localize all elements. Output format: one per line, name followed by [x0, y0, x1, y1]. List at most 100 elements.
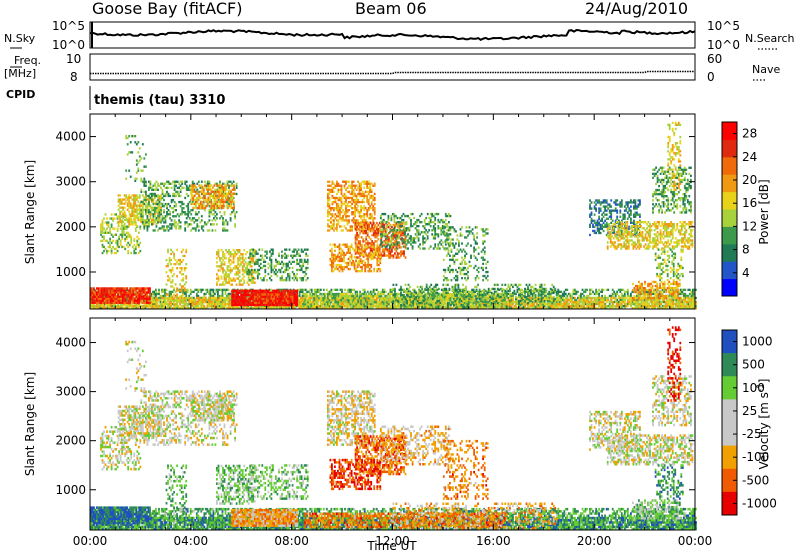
power-cell	[179, 303, 181, 305]
power-cell	[255, 302, 257, 304]
power-cell	[314, 291, 316, 293]
power-cell	[160, 305, 162, 307]
power-cell	[289, 290, 291, 292]
power-cell	[264, 300, 266, 302]
power-cell	[557, 297, 559, 299]
power-cell	[653, 305, 655, 307]
power-cell	[193, 297, 195, 299]
power-cell	[140, 300, 142, 302]
power-cell	[598, 293, 600, 295]
power-cell	[149, 291, 151, 293]
power-cell	[149, 287, 151, 289]
power-cell	[175, 305, 177, 307]
power-cell	[95, 289, 97, 291]
power-cell	[689, 289, 691, 291]
power-cell	[214, 293, 216, 295]
power-cell	[630, 301, 632, 303]
power-cell	[545, 291, 547, 293]
power-cell	[289, 293, 291, 295]
power-cell	[158, 289, 160, 291]
power-cell	[96, 291, 98, 293]
power-cell	[550, 295, 552, 297]
power-cell	[96, 298, 98, 300]
power-cell	[557, 301, 559, 303]
power-cell	[627, 289, 629, 291]
power-cell	[205, 293, 207, 295]
noise-right-tick-top: 10^5	[707, 19, 740, 33]
power-cell	[324, 301, 326, 303]
power-cell	[686, 305, 688, 307]
power-cell	[152, 297, 154, 299]
power-cell	[689, 299, 691, 301]
power-cell	[143, 291, 145, 293]
power-cell	[134, 298, 136, 300]
power-cell	[225, 291, 227, 293]
power-cell	[607, 297, 609, 299]
power-cell	[348, 305, 350, 307]
power-cell	[96, 305, 98, 307]
power-cell	[353, 305, 355, 307]
power-cell	[641, 303, 643, 305]
power-cell	[252, 304, 254, 306]
power-cell	[155, 293, 157, 295]
power-cell	[289, 304, 291, 306]
power-cell	[319, 293, 321, 295]
power-cell	[479, 289, 481, 291]
power-cell	[164, 303, 166, 305]
power-cell	[213, 301, 215, 303]
power-cell	[560, 299, 562, 301]
power-cell	[240, 292, 242, 294]
power-cell	[205, 289, 207, 291]
power-cell	[591, 289, 593, 291]
power-cell	[107, 302, 109, 304]
power-cell	[506, 301, 508, 303]
power-cell	[341, 289, 343, 291]
power-cell	[145, 289, 147, 291]
power-cell	[318, 305, 320, 307]
power-cell	[359, 293, 361, 295]
power-cell	[582, 289, 584, 291]
power-cell	[368, 303, 370, 305]
power-cell	[213, 291, 215, 293]
power-cell	[586, 289, 588, 291]
power-cell	[107, 298, 109, 300]
power-cell	[181, 299, 183, 301]
power-cell	[591, 293, 593, 295]
power-cell	[143, 287, 145, 289]
power-cell	[353, 289, 355, 291]
power-cell	[350, 301, 352, 303]
power-cell	[191, 305, 193, 307]
power-cell	[563, 301, 565, 303]
power-cell	[119, 300, 121, 302]
power-cell	[326, 289, 328, 291]
power-cell	[356, 295, 358, 297]
power-cell	[296, 296, 298, 298]
power-cell	[96, 300, 98, 302]
power-cell	[296, 294, 298, 296]
power-cell	[220, 299, 222, 301]
power-cell	[470, 291, 472, 293]
power-cell	[122, 305, 124, 307]
power-cell	[172, 291, 174, 293]
date-title: 24/Aug/2010	[585, 0, 688, 18]
power-cell	[257, 300, 259, 302]
power-cell	[155, 295, 157, 297]
power-cell	[582, 301, 584, 303]
power-cell	[351, 297, 353, 299]
power-cell	[125, 289, 127, 291]
power-cell	[636, 303, 638, 305]
power-cell	[119, 296, 121, 298]
power-cell	[216, 297, 218, 299]
power-cell	[365, 293, 367, 295]
power-cell	[292, 300, 294, 302]
power-cell	[604, 305, 606, 307]
power-cell	[277, 300, 279, 302]
power-cell	[580, 295, 582, 297]
power-cell	[202, 289, 204, 291]
power-cell	[577, 305, 579, 307]
power-cell	[630, 293, 632, 295]
power-cell	[155, 291, 157, 293]
power-cell	[248, 292, 250, 294]
power-cell	[615, 295, 617, 297]
power-cell	[296, 304, 298, 306]
